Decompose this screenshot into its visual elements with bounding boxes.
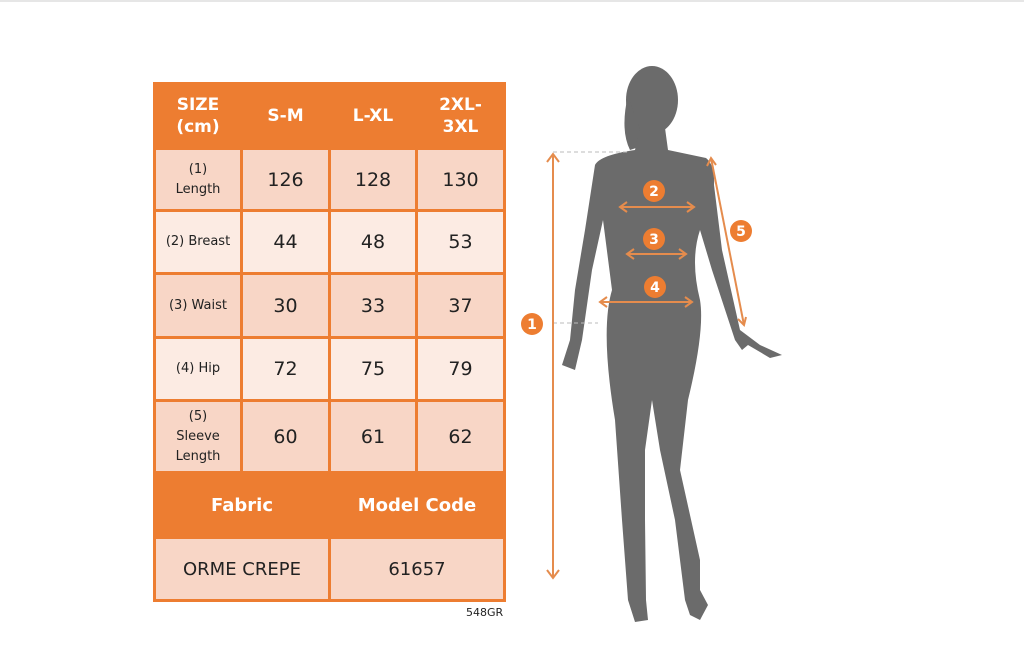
table-row: (5) Sleeve Length 60 61 62 (153, 399, 506, 474)
svg-text:2: 2 (649, 184, 659, 200)
fabric-label: Fabric (153, 471, 331, 539)
row-label-hip: (4) Hip (153, 336, 243, 402)
marker-5: 5 (730, 220, 752, 242)
header-row: SIZE (cm) S-M L-XL 2XL- 3XL (153, 82, 506, 150)
row-label-breast: (2) Breast (153, 209, 243, 275)
row-label-length: (1) Length (153, 147, 243, 212)
silhouette (562, 66, 782, 622)
cell: 128 (328, 147, 418, 212)
row-label-sleeve-length: (5) Sleeve Length (153, 399, 243, 474)
cell: 37 (415, 272, 506, 339)
marker-2: 2 (643, 180, 665, 202)
table-row: (2) Breast 44 48 53 (153, 209, 506, 275)
row-label-waist: (3) Waist (153, 272, 243, 339)
cell: 48 (328, 209, 418, 275)
cell: 44 (240, 209, 331, 275)
cell: 75 (328, 336, 418, 402)
svg-text:5: 5 (736, 224, 746, 240)
cell: 53 (415, 209, 506, 275)
fabric-value-row: ORME CREPE 61657 (153, 536, 506, 602)
marker-3: 3 (643, 228, 665, 250)
table-row: (3) Waist 30 33 37 (153, 272, 506, 339)
top-border (0, 0, 1024, 2)
cell: 126 (240, 147, 331, 212)
cell: 79 (415, 336, 506, 402)
measurement-arrows (546, 152, 747, 580)
cell: 61 (328, 399, 418, 474)
marker-1: 1 (521, 313, 543, 335)
svg-text:1: 1 (527, 317, 537, 333)
header-2xl-3xl: 2XL- 3XL (415, 82, 506, 150)
cell: 30 (240, 272, 331, 339)
size-chart-table: SIZE (cm) S-M L-XL 2XL- 3XL (1) Length 1… (153, 82, 506, 602)
cell: 62 (415, 399, 506, 474)
sleeve-arrow (710, 157, 745, 326)
table-row: (1) Length 126 128 130 (153, 147, 506, 212)
header-s-m: S-M (240, 82, 331, 150)
model-code-label: Model Code (328, 471, 506, 539)
product-code: 548GR (466, 606, 504, 619)
cell: 130 (415, 147, 506, 212)
cell: 72 (240, 336, 331, 402)
fabric-header-row: Fabric Model Code (153, 471, 506, 539)
marker-4: 4 (644, 276, 666, 298)
cell: 60 (240, 399, 331, 474)
svg-text:4: 4 (650, 280, 660, 296)
fabric-value: ORME CREPE (153, 536, 331, 602)
header-l-xl: L-XL (328, 82, 418, 150)
model-code-value: 61657 (328, 536, 506, 602)
table-row: (4) Hip 72 75 79 (153, 336, 506, 402)
cell: 33 (328, 272, 418, 339)
svg-text:3: 3 (649, 232, 659, 248)
guide-lines (553, 151, 630, 324)
header-size: SIZE (cm) (153, 82, 243, 150)
